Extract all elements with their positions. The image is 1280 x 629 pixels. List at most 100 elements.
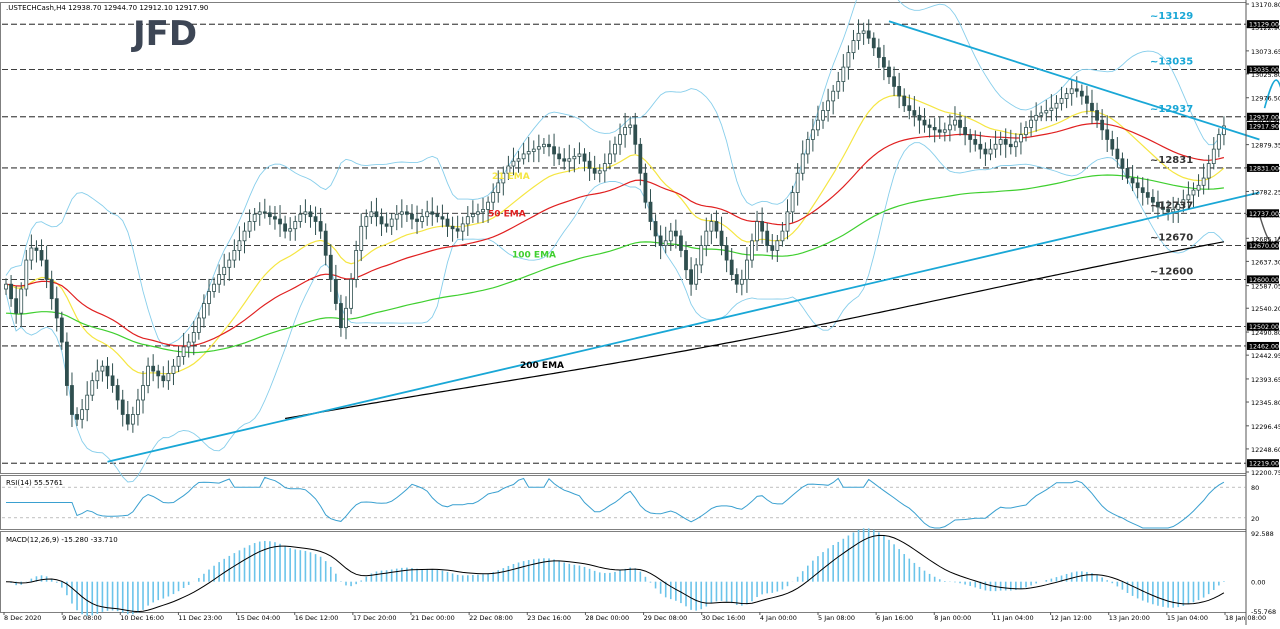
time-tick-label: 18 Jan 08:00 [1225, 614, 1266, 622]
candle-body [1135, 182, 1140, 189]
candle-body [1044, 110, 1049, 114]
time-tick-label: 28 Dec 00:00 [585, 614, 629, 622]
level-label: ~12937 [1150, 104, 1193, 115]
candle-body [795, 172, 800, 193]
price-tag-box [1247, 322, 1279, 331]
candle-body [318, 221, 323, 232]
candle-body [1156, 201, 1160, 208]
price-tag-box [1247, 275, 1279, 284]
candle-body [917, 114, 922, 121]
candle-body [816, 119, 820, 131]
candle-body [557, 153, 562, 160]
candle-body [973, 139, 978, 145]
candle-body [308, 211, 313, 218]
candle-body [968, 134, 973, 140]
candle-body [4, 283, 8, 290]
candle-body [983, 148, 988, 155]
candle-body [496, 182, 501, 193]
candle-body [805, 139, 810, 155]
candle-body [247, 221, 252, 232]
candle-body [364, 216, 369, 227]
descending-trendline [888, 20, 1260, 141]
candle-body [1069, 88, 1074, 95]
candle-body [668, 230, 673, 242]
candle-body [293, 221, 298, 230]
candle-body [283, 223, 288, 232]
candle-body [450, 225, 455, 230]
candle-body [658, 235, 663, 247]
time-tick-label: 8 Dec 2020 [4, 614, 41, 622]
candle-body [887, 66, 891, 78]
candle-body [95, 370, 100, 382]
level-label: ~12670 [1150, 233, 1193, 244]
candle-body [1166, 209, 1171, 213]
candle-body [882, 57, 886, 68]
price-tag-label: 12462.00 [1249, 343, 1279, 350]
ema-label-ema21: 21 EMA [492, 172, 530, 182]
candle-body [876, 47, 881, 58]
candle-body [389, 218, 394, 227]
macd-axis-label: 0.00 [1251, 579, 1265, 587]
candle-body [679, 235, 683, 251]
candle-body [912, 110, 917, 116]
candle-body [638, 143, 643, 174]
candle-body [567, 158, 572, 162]
ema-label-ema50: 50 EMA [488, 210, 526, 220]
candle-body [232, 250, 237, 261]
candle-body [196, 317, 201, 333]
candle-body [369, 211, 374, 218]
candle-body [384, 223, 389, 227]
ascending-trendline [107, 191, 1260, 463]
candle-body [1008, 143, 1013, 148]
candle-body [425, 211, 430, 218]
candle-body [54, 298, 59, 319]
candle-body [1079, 90, 1084, 97]
candle-body [993, 143, 998, 150]
time-tick-label: 30 Dec 16:00 [702, 614, 746, 622]
price-tick-label: 12345.80 [1251, 399, 1280, 407]
candle-body [673, 230, 678, 237]
candle-body [100, 365, 105, 372]
candle-body [455, 228, 460, 232]
candle-body [953, 119, 957, 126]
candle-body [202, 303, 206, 319]
candle-body [120, 399, 125, 415]
level-label: ~12831 [1150, 155, 1193, 166]
candle-body [785, 211, 790, 232]
time-tick-label: 4 Jan 00:00 [760, 614, 797, 622]
time-tick-label: 21 Dec 00:00 [411, 614, 455, 622]
price-tick-label: 12442.95 [1251, 352, 1280, 360]
price-tag-label: 12219.00 [1249, 461, 1279, 468]
candle-body [39, 250, 44, 261]
candle-body [998, 139, 1003, 145]
candle-body [430, 211, 435, 215]
candle-body [618, 134, 622, 145]
candle-body [597, 170, 602, 174]
candle-body [841, 66, 846, 82]
jfd-logo: JFD [131, 14, 197, 54]
time-tick-label: 16 Dec 12:00 [295, 614, 339, 622]
candle-body [861, 30, 866, 34]
candle-body [577, 153, 582, 157]
candle-body [1074, 88, 1079, 92]
candle-body [333, 278, 338, 304]
candle-body [1120, 158, 1125, 169]
candle-body [476, 211, 480, 215]
candle-body [1019, 134, 1023, 143]
candle-body [191, 332, 196, 343]
candle-body [339, 303, 343, 329]
time-tick-label: 22 Dec 08:00 [469, 614, 513, 622]
candle-body [70, 385, 74, 415]
rsi-line [6, 476, 1225, 529]
candle-body [719, 230, 724, 247]
time-tick-label: 13 Jan 20:00 [1109, 614, 1150, 622]
price-tick-label: 12879.35 [1251, 142, 1280, 150]
candle-body [770, 245, 775, 251]
candle-body [506, 165, 511, 174]
price-tag-box [1247, 209, 1279, 218]
candle-body [689, 269, 693, 285]
candle-body [800, 153, 805, 174]
price-tick-label: 12928.80 [1251, 118, 1280, 126]
time-tick-label: 12 Jan 12:00 [1051, 614, 1092, 622]
candle-body [1013, 141, 1018, 148]
